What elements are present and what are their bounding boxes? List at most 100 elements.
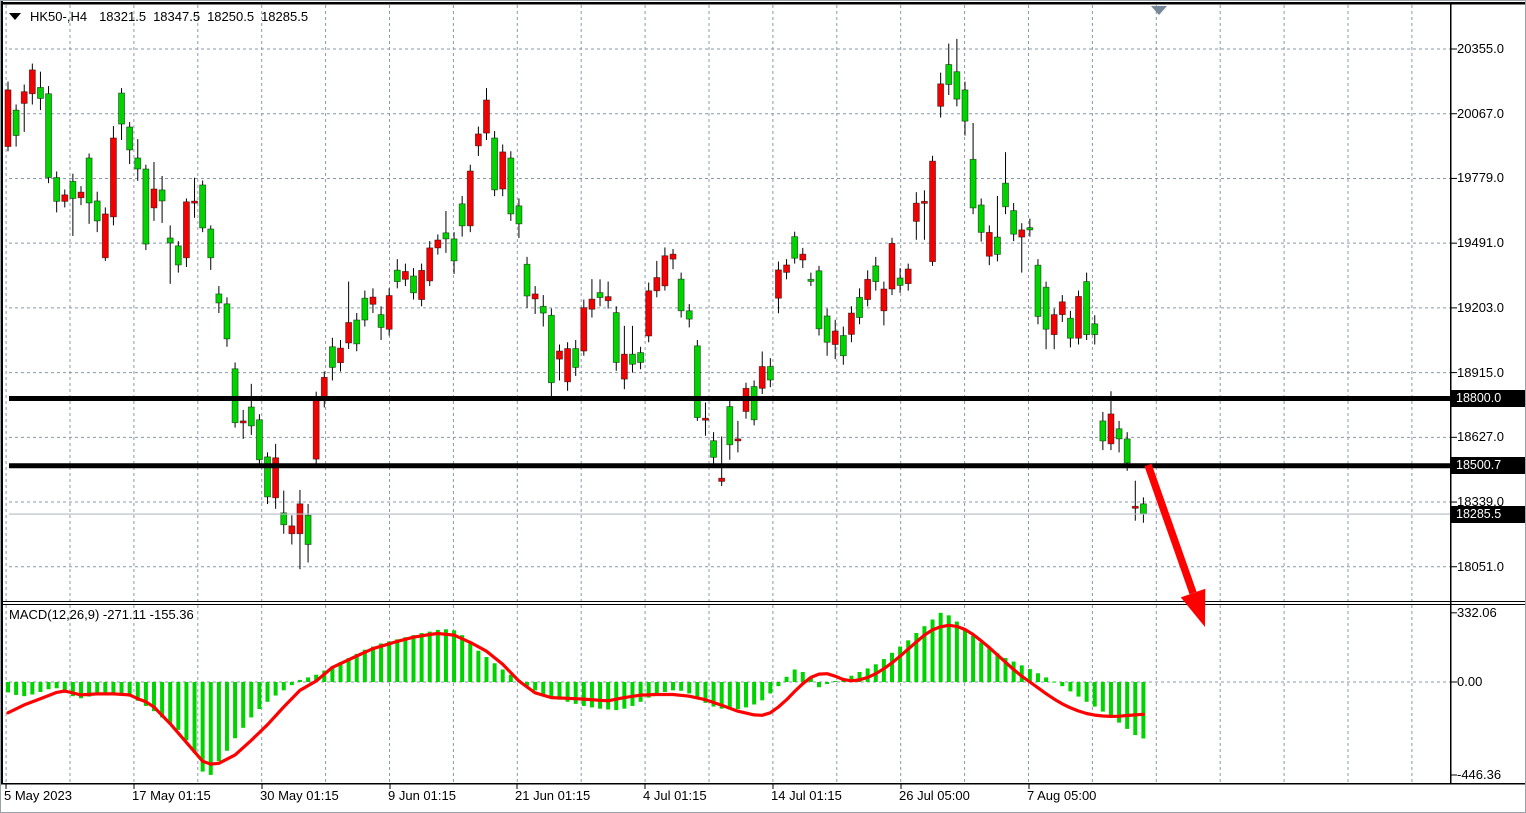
candle-up: [1002, 182, 1009, 208]
candle-up: [637, 352, 644, 363]
candle-up: [1099, 420, 1107, 442]
candle-down: [580, 307, 588, 352]
macd-bar: [1035, 673, 1040, 682]
macd-bar: [492, 663, 497, 682]
macd-bar: [581, 682, 586, 706]
macd-bar: [800, 672, 805, 682]
candle-down: [604, 296, 612, 302]
macd-bar: [711, 682, 716, 707]
candle-down: [531, 293, 539, 300]
candle-up: [515, 205, 523, 225]
candle-down: [239, 420, 247, 424]
macd-bar: [808, 677, 813, 682]
breakdown-arrow[interactable]: [1144, 463, 1206, 627]
candle-down: [1107, 413, 1115, 445]
macd-bar: [606, 682, 611, 710]
macd-bar: [265, 682, 270, 702]
candle-up: [629, 353, 636, 365]
candle-down: [937, 83, 945, 107]
macd-bar: [1011, 661, 1016, 682]
macd-bar: [443, 629, 448, 682]
macd-bar: [565, 682, 570, 702]
candle-up: [945, 64, 953, 85]
macd-bar: [184, 682, 189, 741]
candle-down: [272, 457, 280, 499]
macd-bar: [768, 682, 773, 694]
candle-up: [53, 177, 61, 202]
macd-bar: [387, 641, 392, 682]
support-level-lines[interactable]: [9, 395, 1450, 469]
bid-price-badge: 18285.5: [1451, 505, 1525, 523]
candle-up: [1067, 317, 1074, 339]
macd-bar: [330, 666, 335, 682]
macd-bar: [395, 639, 400, 682]
candle-down: [1131, 505, 1139, 509]
macd-bar: [306, 677, 311, 682]
candle-up: [823, 315, 831, 343]
macd-bar: [208, 682, 213, 775]
macd-bar: [78, 682, 83, 699]
high-value: 18347.5: [153, 8, 201, 24]
candle-down: [718, 477, 726, 482]
level-price-badge: 18500.7: [1451, 457, 1525, 475]
candle-down: [61, 194, 69, 202]
macd-bar: [719, 682, 724, 709]
candle-down: [20, 91, 28, 104]
candle-up: [677, 278, 685, 312]
candle-up: [1010, 210, 1018, 235]
candle-up: [953, 71, 961, 100]
candle-up: [393, 269, 401, 282]
candle-up: [766, 366, 774, 381]
candle-up: [1083, 281, 1091, 336]
candle-down: [418, 269, 426, 300]
macd-bar: [646, 682, 651, 698]
macd-bar: [30, 682, 35, 695]
candle-up: [1026, 227, 1034, 231]
candle-up: [174, 245, 182, 266]
candle-down: [466, 170, 474, 227]
candle-down: [385, 295, 393, 330]
price-axis-label: 19203.0: [1457, 299, 1504, 315]
candle-down: [556, 350, 563, 360]
macd-bar: [281, 682, 286, 691]
macd-bar: [703, 682, 708, 703]
macd-bar: [541, 682, 546, 695]
candle-up: [328, 346, 336, 368]
macd-bar: [1076, 682, 1081, 697]
candle-up: [572, 348, 580, 368]
candle-down: [985, 231, 993, 257]
candle-up: [491, 137, 499, 191]
candle-up: [361, 297, 369, 321]
price-axis-label: 18915.0: [1457, 364, 1504, 380]
candle-down: [929, 160, 936, 262]
macd-bar: [257, 682, 262, 710]
chart-shift-marker-icon[interactable]: [1151, 6, 1167, 15]
candle-up: [872, 265, 880, 282]
macd-bar: [898, 646, 903, 682]
price-axis-label: 18051.0: [1457, 558, 1504, 574]
grid-lines: [5, 5, 1450, 783]
candle-up: [442, 232, 450, 240]
macd-bar: [792, 669, 797, 682]
candle-down: [345, 322, 353, 344]
candle-up: [93, 200, 101, 222]
candle-down: [669, 253, 677, 260]
candlesticks[interactable]: [4, 38, 1147, 570]
candle-down: [296, 503, 304, 535]
candle-down: [564, 348, 571, 383]
macd-bar: [727, 682, 732, 710]
symbol-dropdown-icon[interactable]: [9, 12, 21, 20]
macd-bar: [419, 633, 424, 682]
macd-bar: [160, 682, 165, 718]
macd-bar: [938, 612, 943, 682]
macd-bar: [176, 682, 181, 730]
candle-up: [256, 419, 263, 461]
macd-bar: [589, 682, 594, 708]
price-axis-label: 20355.0: [1457, 41, 1504, 56]
macd-bar: [168, 682, 173, 724]
candle-up: [961, 89, 969, 122]
macd-bar: [379, 643, 384, 682]
candle-up: [142, 168, 150, 245]
candle-up: [37, 87, 44, 99]
